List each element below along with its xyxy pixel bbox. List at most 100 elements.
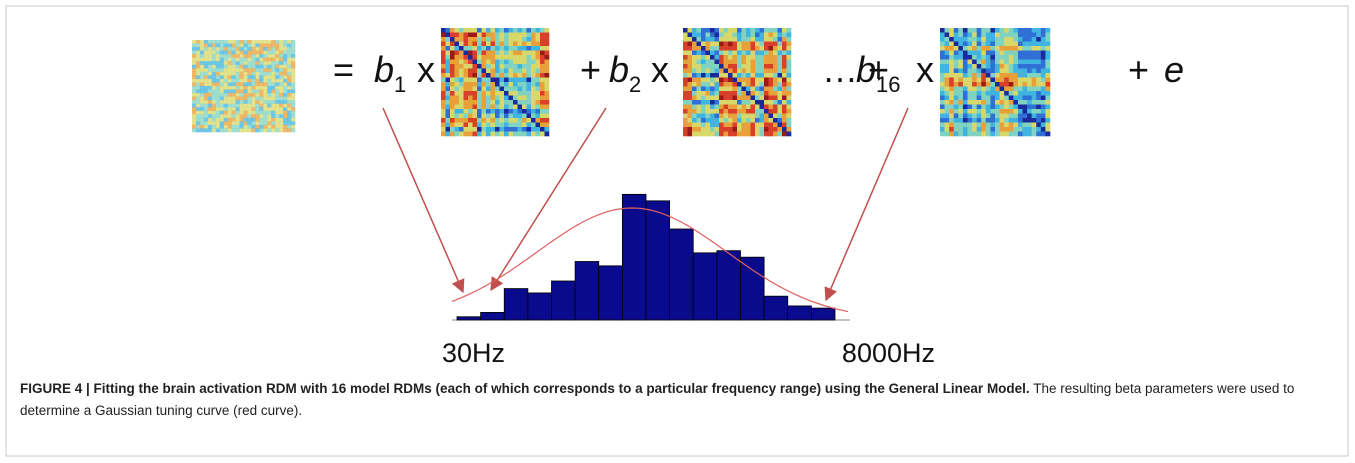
- matrix-cell: [746, 46, 751, 51]
- matrix-cell: [531, 86, 536, 92]
- matrix-cell: [499, 86, 505, 92]
- matrix-cell: [235, 71, 240, 76]
- matrix-cell: [251, 128, 256, 133]
- matrix-cell: [263, 82, 268, 87]
- matrix-cell: [759, 28, 765, 33]
- matrix-cell: [199, 124, 205, 129]
- matrix-cell: [251, 110, 256, 115]
- matrix-cell: [1027, 32, 1032, 38]
- matrix-cell: [203, 47, 209, 51]
- matrix-cell: [450, 46, 455, 51]
- matrix-cell: [454, 131, 460, 137]
- matrix-cell: [1040, 95, 1046, 101]
- matrix-cell: [195, 75, 201, 80]
- matrix-cell: [259, 124, 264, 129]
- matrix-cell: [710, 113, 715, 119]
- matrix-cell: [259, 61, 264, 66]
- matrix-cell: [976, 59, 982, 65]
- matrix-cell: [283, 86, 288, 90]
- matrix-cell: [468, 59, 473, 65]
- error-term: e: [1164, 49, 1184, 90]
- matrix-cell: [962, 46, 968, 51]
- matrix-cell: [459, 104, 464, 110]
- matrix-cell: [283, 107, 288, 112]
- matrix-cell: [215, 64, 221, 69]
- matrix-cell: [463, 131, 469, 137]
- matrix-cell: [247, 117, 252, 122]
- matrix-cell: [759, 37, 765, 42]
- matrix-cell: [737, 131, 742, 137]
- matrix-cell: [227, 54, 232, 58]
- matrix-cell: [944, 113, 950, 119]
- matrix-cell: [481, 82, 487, 87]
- matrix-cell: [517, 37, 523, 42]
- matrix-cell: [526, 95, 532, 101]
- matrix-cell: [692, 73, 697, 78]
- matrix-cell: [192, 128, 197, 133]
- matrix-cell: [192, 114, 197, 119]
- matrix-cell: [995, 55, 1000, 60]
- matrix-cell: [203, 110, 209, 115]
- matrix-cell: [227, 114, 232, 119]
- matrix-cell: [231, 121, 236, 126]
- matrix-cell: [490, 50, 496, 56]
- matrix-cell: [271, 75, 276, 80]
- matrix-cell: [1031, 95, 1037, 101]
- matrix-cell: [1045, 113, 1051, 119]
- matrix-cell: [1045, 77, 1051, 83]
- matrix-cell: [486, 131, 491, 137]
- matrix-cell: [990, 127, 996, 132]
- matrix-cell: [755, 37, 760, 42]
- matrix-cell: [441, 37, 446, 42]
- matrix-cell: [1008, 50, 1014, 56]
- matrix-cell: [705, 28, 711, 33]
- matrix-cell: [513, 100, 518, 105]
- matrix-cell: [235, 103, 240, 108]
- matrix-cell: [472, 68, 478, 74]
- matrix-cell: [719, 109, 724, 114]
- matrix-cell: [953, 131, 959, 137]
- matrix-cell: [445, 41, 451, 47]
- matrix-cell: [696, 104, 702, 110]
- matrix-cell: [468, 82, 473, 87]
- matrix-cell: [477, 32, 482, 38]
- matrix-cell: [967, 118, 973, 123]
- matrix-cell: [531, 122, 536, 128]
- matrix-cell: [445, 104, 451, 110]
- matrix-cell: [683, 131, 688, 137]
- matrix-cell: [267, 71, 272, 76]
- matrix-cell: [719, 100, 724, 105]
- matrix-cell: [981, 118, 987, 123]
- matrix-cell: [263, 61, 268, 66]
- matrix-cell: [683, 37, 688, 42]
- matrix-cell: [211, 89, 217, 94]
- matrix-cell: [275, 124, 280, 129]
- matrix-cell: [719, 118, 724, 123]
- matrix-cell: [231, 100, 236, 104]
- matrix-cell: [259, 114, 264, 119]
- matrix-cell: [1031, 104, 1037, 110]
- matrix-cell: [683, 122, 688, 128]
- matrix-cell: [710, 73, 715, 78]
- matrix-cell: [279, 68, 284, 73]
- matrix-cell: [962, 64, 968, 69]
- matrix-cell: [477, 127, 482, 132]
- matrix-cell: [737, 55, 742, 60]
- matrix-cell: [463, 77, 469, 83]
- matrix-cell: [540, 28, 545, 33]
- matrix-cell: [1036, 68, 1042, 74]
- matrix-cell: [1031, 64, 1037, 69]
- matrix-cell: [714, 113, 720, 119]
- matrix-cell: [1017, 104, 1023, 110]
- matrix-cell: [279, 128, 284, 133]
- matrix-cell: [271, 82, 276, 87]
- matrix-cell: [513, 41, 518, 47]
- matrix-cell: [267, 93, 272, 97]
- matrix-cell: [454, 73, 460, 78]
- matrix-cell: [967, 113, 973, 119]
- matrix-cell: [445, 91, 451, 96]
- matrix-cell: [450, 95, 455, 101]
- matrix-cell: [999, 91, 1005, 96]
- matrix-cell: [719, 131, 724, 137]
- matrix-cell: [999, 64, 1005, 69]
